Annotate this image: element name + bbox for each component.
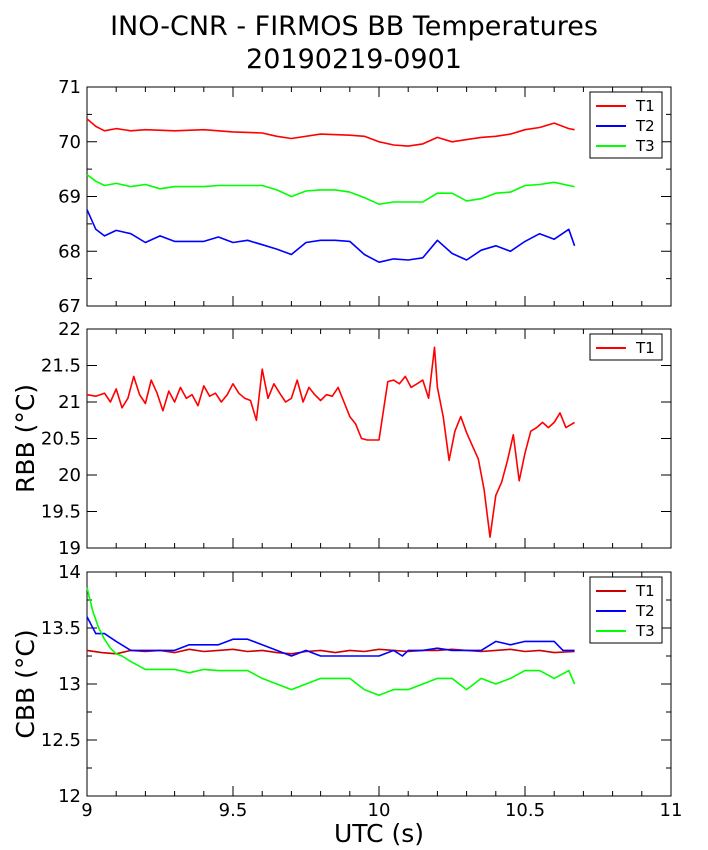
- x-tick-label: 10.5: [505, 800, 545, 821]
- y-tick-label: 12: [58, 786, 81, 807]
- chart-title-line1: INO-CNR - FIRMOS BB Temperatures: [110, 11, 598, 42]
- chart-title-line2: 20190219-0901: [246, 44, 462, 75]
- series-line-t1: [86, 648, 575, 655]
- x-tick-label: 10: [368, 800, 391, 821]
- legend-label-t1: T1: [635, 582, 655, 600]
- series-line-t2: [86, 209, 576, 264]
- y-tick-label: 14: [58, 562, 81, 583]
- y-tick-label: 12.5: [41, 730, 81, 751]
- y-tick-label: 71: [58, 77, 81, 98]
- y-tick-label: 20: [58, 465, 81, 486]
- y-tick-label: 20.5: [41, 429, 81, 450]
- series-line-t3: [86, 173, 575, 205]
- y-tick-label: 69: [58, 187, 81, 208]
- x-tick-label: 9.5: [219, 800, 248, 821]
- legend-label-t3: T3: [635, 137, 655, 155]
- series-line-t3: [86, 587, 576, 697]
- legend-label-t2: T2: [635, 602, 655, 620]
- x-tick-label: 9: [81, 800, 92, 821]
- x-tick-label: 11: [660, 800, 683, 821]
- y-tick-label: 21: [58, 392, 81, 413]
- y-tick-label: 21.5: [41, 356, 81, 377]
- plot-frame-3: [86, 571, 672, 797]
- y-tick-label: 19: [58, 538, 81, 559]
- y-axis-label: RBB (°C): [11, 384, 40, 493]
- y-tick-label: 13: [58, 674, 81, 695]
- legend-label-t3: T3: [635, 622, 655, 640]
- y-axis-label: CBB (°C): [11, 629, 40, 738]
- y-tick-label: 13.5: [41, 618, 81, 639]
- y-tick-label: 70: [58, 132, 81, 153]
- legend-label-t2: T2: [635, 117, 655, 135]
- y-tick-label: 22: [58, 319, 81, 340]
- series-line-t2: [86, 616, 575, 657]
- series-line-t1: [86, 118, 575, 147]
- y-tick-label: 67: [58, 296, 81, 317]
- y-tick-label: 19.5: [41, 502, 81, 523]
- series-line-t1: [86, 346, 576, 538]
- plot-frame-1: [86, 86, 672, 307]
- y-tick-label: 68: [58, 241, 81, 262]
- legend-label-t1: T1: [635, 97, 655, 115]
- x-axis-label: UTC (s): [334, 819, 424, 848]
- legend-label-t1: T1: [635, 339, 655, 357]
